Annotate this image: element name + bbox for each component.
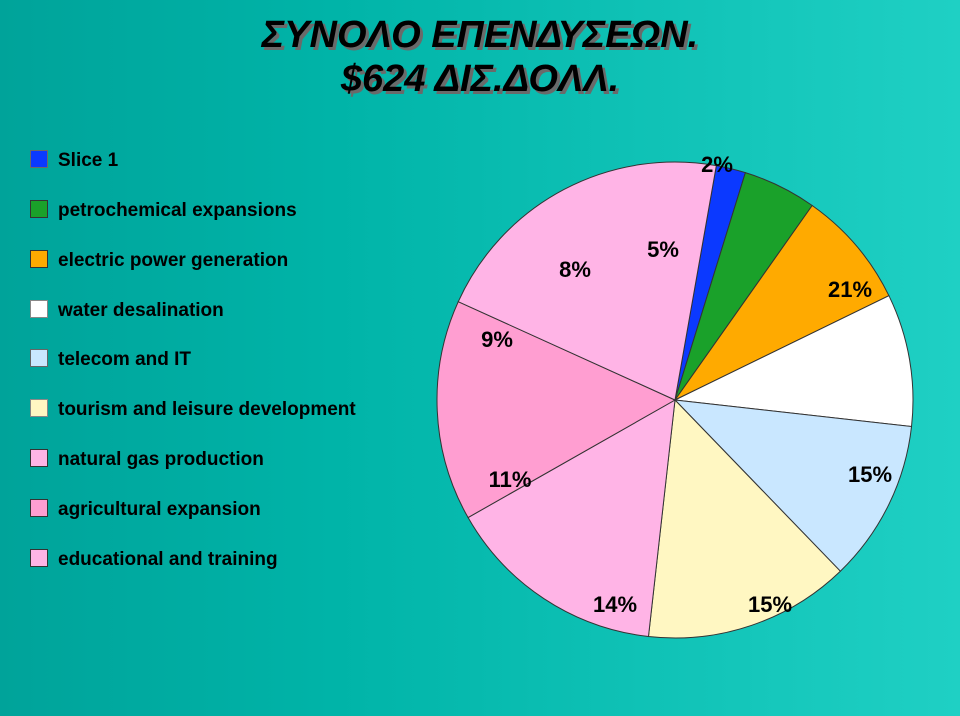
- legend-swatch-gas: [30, 449, 48, 467]
- slide-subtitle: $624 ΔΙΣ.ΔΟΛΛ. $624 ΔΙΣ.ΔΟΛΛ.: [0, 58, 960, 101]
- legend-swatch-electric: [30, 250, 48, 268]
- legend-item-tourism: tourism and leisure development: [30, 399, 380, 421]
- legend-label-telecom: telecom and IT: [58, 349, 191, 371]
- slide-stage: { "title": { "line1": "ΣΥΝΟΛΟ ΕΠΕΝΔΥΣΕΩΝ…: [0, 0, 960, 716]
- pct-label-telecom: 11%: [489, 467, 532, 493]
- pct-label-slice1: 2%: [701, 152, 733, 178]
- pie-svg: [430, 155, 920, 645]
- pct-label-electric: 8%: [559, 257, 591, 283]
- legend-swatch-agri: [30, 499, 48, 517]
- legend-label-petrochemical: petrochemical expansions: [58, 200, 297, 222]
- legend-item-water: water desalination: [30, 300, 380, 322]
- pct-label-edu: 21%: [828, 277, 872, 303]
- legend-swatch-telecom: [30, 349, 48, 367]
- legend-label-water: water desalination: [58, 300, 224, 322]
- legend-item-telecom: telecom and IT: [30, 349, 380, 371]
- legend-item-slice1: Slice 1: [30, 150, 380, 172]
- title-line2: $624 ΔΙΣ.ΔΟΛΛ.: [341, 58, 619, 100]
- legend-item-electric: electric power generation: [30, 250, 380, 272]
- pct-label-water: 9%: [481, 327, 513, 353]
- legend-label-tourism: tourism and leisure development: [58, 399, 356, 421]
- legend-swatch-slice1: [30, 150, 48, 168]
- legend-item-edu: educational and training: [30, 549, 380, 571]
- legend-swatch-petrochemical: [30, 200, 48, 218]
- legend-label-electric: electric power generation: [58, 250, 288, 272]
- title-line1: ΣΥΝΟΛΟ ΕΠΕΝΔΥΣΕΩΝ.: [262, 14, 698, 56]
- legend: Slice 1 petrochemical expansions electric …: [30, 150, 380, 599]
- legend-label-gas: natural gas production: [58, 449, 264, 471]
- legend-label-edu: educational and training: [58, 549, 278, 571]
- pie-chart: 2% 5% 8% 9% 11% 14% 15% 15% 21%: [430, 155, 920, 645]
- pct-label-tourism: 14%: [593, 592, 637, 618]
- legend-swatch-edu: [30, 549, 48, 567]
- pct-label-agri: 15%: [848, 462, 892, 488]
- legend-label-slice1: Slice 1: [58, 150, 118, 172]
- legend-item-agri: agricultural expansion: [30, 499, 380, 521]
- pct-label-gas: 15%: [748, 592, 792, 618]
- legend-swatch-water: [30, 300, 48, 318]
- legend-swatch-tourism: [30, 399, 48, 417]
- legend-label-agri: agricultural expansion: [58, 499, 261, 521]
- legend-item-petrochemical: petrochemical expansions: [30, 200, 380, 222]
- slide-title: ΣΥΝΟΛΟ ΕΠΕΝΔΥΣΕΩΝ. ΣΥΝΟΛΟ ΕΠΕΝΔΥΣΕΩΝ.: [0, 14, 960, 57]
- pct-label-petrochemical: 5%: [647, 237, 679, 263]
- legend-item-gas: natural gas production: [30, 449, 380, 471]
